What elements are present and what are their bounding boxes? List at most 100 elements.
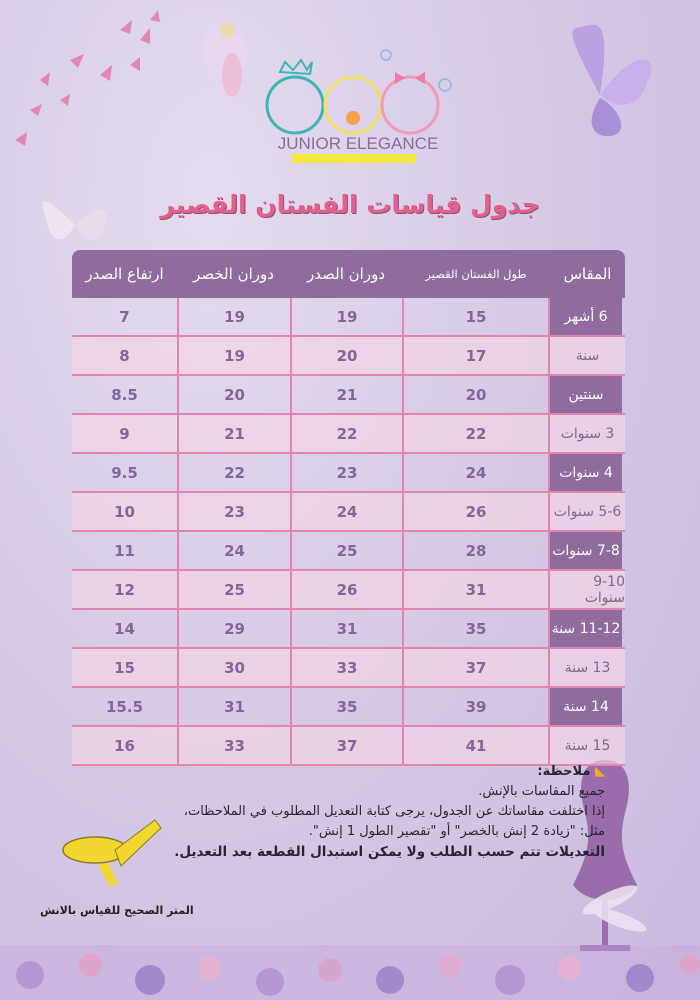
- cell-len: 26: [402, 493, 550, 530]
- cell-size: 14 سنة: [550, 688, 622, 725]
- brand-logo-text: JUNIOR ELEGANCE: [277, 134, 439, 153]
- flower-border-icon: [0, 945, 700, 1000]
- cell-size: 13 سنة: [564, 659, 611, 676]
- table-row: 13 سنة 37 33 30 15: [72, 649, 625, 688]
- cell-size: 4 سنوات: [550, 454, 622, 491]
- table-row: 7-8 سنوات 28 25 24 11: [72, 532, 625, 571]
- note-line: إذا اختلفت مقاساتك عن الجدول، يرجى كتابة…: [183, 804, 605, 819]
- cell-chest: 24: [290, 493, 402, 530]
- cell-height: 9: [119, 424, 130, 443]
- header-waist: دوران الخصر: [193, 265, 274, 283]
- cell-height: 8.5: [111, 385, 138, 404]
- cell-len: 22: [402, 415, 550, 452]
- cell-len: 39: [402, 688, 550, 725]
- cell-height: 7: [119, 307, 130, 326]
- cell-len: 28: [402, 532, 550, 569]
- table-row: 11-12 سنة 35 31 29 14: [72, 610, 625, 649]
- cell-height: 10: [114, 502, 135, 521]
- header-dress-length: طول الفستان القصير: [425, 267, 527, 281]
- cell-len: 31: [402, 571, 550, 608]
- page-title: جدول قياسات الفستان القصير: [160, 190, 540, 219]
- cell-len: 41: [402, 727, 550, 764]
- cell-chest: 19: [290, 298, 402, 335]
- cell-size: 7-8 سنوات: [550, 532, 622, 569]
- table-header: المقاس طول الفستان القصير دوران الصدر دو…: [72, 250, 625, 298]
- table-row: 14 سنة 39 35 31 15.5: [72, 688, 625, 727]
- cell-size: سنتين: [550, 376, 622, 413]
- cell-height: 9.5: [111, 463, 138, 482]
- cell-height: 12: [114, 580, 135, 599]
- cell-height: 15: [114, 658, 135, 677]
- cell-height: 15.5: [106, 697, 144, 716]
- cell-waist: 31: [177, 688, 290, 725]
- notes-heading-text: ملاحظة:: [537, 764, 591, 779]
- cell-waist: 19: [177, 337, 290, 374]
- cell-waist: 33: [177, 727, 290, 764]
- cell-waist: 23: [177, 493, 290, 530]
- cell-len: 15: [402, 298, 550, 335]
- header-chest-height: ارتفاع الصدر: [85, 265, 164, 283]
- pink-butterflies-icon: [15, 10, 160, 146]
- logo-faces-icon: [265, 49, 452, 135]
- cell-chest: 33: [290, 649, 402, 686]
- cell-waist: 30: [177, 649, 290, 686]
- cell-height: 11: [114, 541, 135, 560]
- brand-logo-strip: [292, 154, 416, 163]
- notes-heading: ◣ ملاحظة:: [5, 762, 605, 782]
- cell-chest: 35: [290, 688, 402, 725]
- cell-height: 8: [119, 346, 130, 365]
- cell-waist: 20: [177, 376, 290, 413]
- cell-size: 3 سنوات: [560, 425, 615, 442]
- cell-chest: 26: [290, 571, 402, 608]
- table-row: 4 سنوات 24 23 22 9.5: [72, 454, 625, 493]
- tape-caption: المتر الصحيح للقياس بالانش: [40, 904, 194, 917]
- cell-waist: 29: [177, 610, 290, 647]
- table-row: 15 سنة 41 37 33 16: [72, 727, 625, 766]
- table-row: 5-6 سنوات 26 24 23 10: [72, 493, 625, 532]
- cell-size: 6 أشهر: [550, 298, 622, 335]
- cell-waist: 24: [177, 532, 290, 569]
- cell-chest: 21: [290, 376, 402, 413]
- header-size: المقاس: [563, 265, 612, 283]
- white-butterfly-icon: [42, 201, 107, 240]
- cell-size: سنة: [575, 347, 600, 364]
- cell-chest: 20: [290, 337, 402, 374]
- cell-waist: 19: [177, 298, 290, 335]
- cell-chest: 23: [290, 454, 402, 491]
- cell-chest: 31: [290, 610, 402, 647]
- cell-height: 14: [114, 619, 135, 638]
- cell-size: 15 سنة: [564, 737, 611, 754]
- dragonfly-icon: [582, 885, 647, 932]
- cell-chest: 22: [290, 415, 402, 452]
- table-row: 6 أشهر 15 19 19 7: [72, 298, 625, 337]
- table-row: 3 سنوات 22 22 21 9: [72, 415, 625, 454]
- cell-size: 11-12 سنة: [550, 610, 622, 647]
- fairy-icon: [203, 20, 247, 97]
- tape-measure-icon: [62, 819, 162, 887]
- cell-height: 16: [114, 736, 135, 755]
- table-row: 9-10 سنوات 31 26 25 12: [72, 571, 625, 610]
- ruler-icon: ◣: [595, 764, 605, 779]
- note-line-bold: التعديلات تتم حسب الطلب ولا يمكن استبدال…: [174, 844, 605, 860]
- cell-chest: 37: [290, 727, 402, 764]
- cell-len: 20: [402, 376, 550, 413]
- cell-size: 9-10 سنوات: [584, 573, 625, 606]
- header-chest: دوران الصدر: [307, 265, 385, 283]
- table-row: سنة 17 20 19 8: [72, 337, 625, 376]
- lavender-butterfly-icon: [572, 24, 652, 137]
- cell-waist: 25: [177, 571, 290, 608]
- cell-len: 17: [402, 337, 550, 374]
- cell-len: 37: [402, 649, 550, 686]
- size-chart-table: المقاس طول الفستان القصير دوران الصدر دو…: [72, 250, 625, 766]
- table-row: سنتين 20 21 20 8.5: [72, 376, 625, 415]
- note-line: مثل: "زيادة 2 إنش بالخصر" أو "تقصير الطو…: [308, 824, 605, 839]
- cell-waist: 22: [177, 454, 290, 491]
- cell-chest: 25: [290, 532, 402, 569]
- notes-section: ◣ ملاحظة: جميع المقاسات بالإنش. إذا اختل…: [5, 762, 605, 862]
- cell-len: 35: [402, 610, 550, 647]
- note-line: جميع المقاسات بالإنش.: [478, 784, 605, 799]
- cell-waist: 21: [177, 415, 290, 452]
- cell-len: 24: [402, 454, 550, 491]
- cell-size: 5-6 سنوات: [553, 503, 622, 520]
